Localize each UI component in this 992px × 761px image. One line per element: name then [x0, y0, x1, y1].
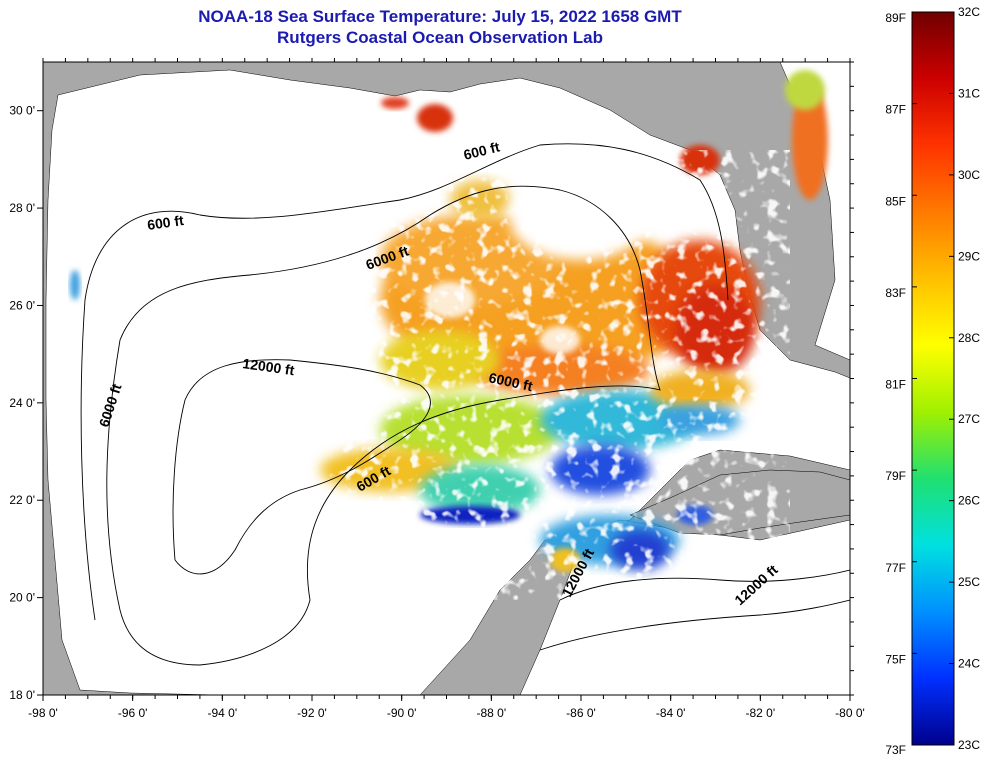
lon-tick-label: -80 0' [835, 706, 865, 720]
fahrenheit-label: 83F [885, 286, 906, 300]
celsius-label: 27C [958, 412, 980, 426]
lat-tick-label: 22 0' [9, 493, 35, 507]
lat-tick-label: 26 0' [9, 298, 35, 312]
bathymetry-contours [80, 143, 850, 666]
latitude-axis: 18 0' 20 0' 22 0' 24 0' 26 0' 28 0' 30 0' [9, 61, 854, 702]
celsius-label: 24C [958, 657, 980, 671]
contour-12000ft [172, 359, 431, 575]
longitude-axis: -98 0' -96 0' -94 0' -92 0' -90 0' -88 0' -86 … [28, 58, 865, 720]
contour-600ft [80, 143, 729, 621]
fahrenheit-labels: 89F 87F 85F 83F 81F 79F 77F 75F 73F [885, 11, 917, 757]
celsius-label: 23C [958, 738, 980, 752]
lon-tick-label: -94 0' [208, 706, 238, 720]
lon-tick-label: -88 0' [477, 706, 507, 720]
fahrenheit-label: 85F [885, 194, 906, 208]
label-600ft-west: 600 ft [146, 212, 185, 233]
fahrenheit-label: 75F [885, 652, 906, 666]
fahrenheit-label: 87F [885, 103, 906, 117]
celsius-label: 29C [958, 249, 980, 263]
lon-tick-label: -86 0' [566, 706, 596, 720]
lon-tick-label: -98 0' [28, 706, 58, 720]
title-line-1: NOAA-18 Sea Surface Temperature: July 15… [198, 7, 682, 26]
celsius-label: 30C [958, 168, 980, 182]
celsius-label: 31C [958, 86, 980, 100]
fahrenheit-label: 79F [885, 469, 906, 483]
lon-tick-label: -92 0' [297, 706, 327, 720]
map-title: NOAA-18 Sea Surface Temperature: July 15… [0, 6, 880, 48]
lon-tick-label: -96 0' [118, 706, 148, 720]
celsius-label: 26C [958, 494, 980, 508]
lon-tick-label: -90 0' [387, 706, 417, 720]
lat-tick-label: 24 0' [9, 396, 35, 410]
contour-6000ft [106, 185, 661, 666]
celsius-label: 32C [958, 5, 980, 19]
celsius-label: 28C [958, 331, 980, 345]
fahrenheit-label: 73F [885, 743, 906, 757]
fahrenheit-label: 81F [885, 378, 906, 392]
title-line-2: Rutgers Coastal Ocean Observation Lab [277, 28, 603, 47]
contour-12000ft-caribbean [539, 569, 850, 651]
label-12000ft-central: 12000 ft [242, 355, 296, 378]
lat-tick-label: 18 0' [9, 688, 35, 702]
celsius-label: 25C [958, 575, 980, 589]
fahrenheit-label: 89F [885, 11, 906, 25]
lon-tick-label: -84 0' [656, 706, 686, 720]
lat-tick-label: 20 0' [9, 591, 35, 605]
celsius-labels: 32C 31C 30C 29C 28C 27C 26C 25C 24C 23C [949, 5, 980, 752]
sst-data-layer [70, 70, 828, 600]
colorbar-ramp [911, 11, 955, 746]
fahrenheit-label: 77F [885, 561, 906, 575]
lat-tick-label: 30 0' [9, 104, 35, 118]
lat-tick-label: 28 0' [9, 201, 35, 215]
lon-tick-label: -82 0' [746, 706, 776, 720]
